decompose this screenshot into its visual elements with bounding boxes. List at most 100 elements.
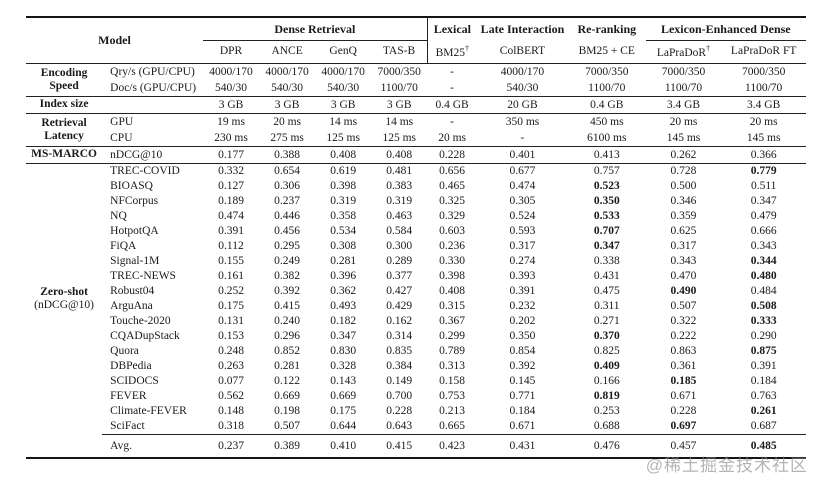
row-sublabel: CQADupStack [110,330,180,343]
value-cell: 0.344 [750,255,777,268]
row-group-label: Retrieval Latency [26,112,103,147]
value-cell: 0.222 [670,330,697,343]
value-cell: 0.300 [386,240,413,253]
table-body: Encoding Speed Qry/s (GPU/CPU) 4000/170 4000… [26,62,806,458]
value-cell: 4000/170 [315,62,372,80]
value-cell: 540/30 [506,81,539,94]
value-cell: 0.148 [218,405,244,418]
value-cell: 0.228 [386,405,413,418]
value-cell: 0.697 [670,420,697,433]
value-cell: 0.789 [439,345,466,358]
value-cell: 0.479 [750,210,777,223]
model-column-header: ANCE [259,40,316,64]
value-cell: 6100 ms [587,131,627,144]
value-cell: 0.189 [218,195,244,208]
value-cell: 0.688 [593,420,620,433]
value-cell: 7000/350 [645,62,722,80]
value-cell: 0.427 [386,285,413,298]
value-cell: 0.182 [330,315,357,328]
value-cell: 540/30 [215,81,247,94]
value-cell: 0.677 [476,162,568,179]
value-cell: 0.409 [593,360,620,373]
value-cell: 0.391 [750,360,777,373]
value-cell: 0.289 [386,255,413,268]
row-sublabel: HotpotQA [110,225,159,238]
value-cell: 20 GB [476,95,568,114]
value-cell: 0.305 [509,195,536,208]
value-cell: 0.398 [330,180,357,193]
value-cell: 0.753 [439,390,466,403]
value-cell: 0.383 [386,180,413,193]
value-cell: 0.474 [218,210,244,223]
value-cell: 0.408 [371,145,428,164]
column-group-header: Re-ranking [577,22,637,37]
table-row: Index size 3 GB 3 GB 3 GB 3 GB 0.4 GB 20 GB 0.4… [26,95,806,114]
value-cell: 0.408 [315,145,372,164]
value-cell: 0.490 [670,285,697,298]
value-cell: 0.656 [427,162,477,179]
value-cell: 450 ms [567,112,646,130]
value-cell: 0.262 [645,145,722,164]
value-cell: 0.771 [509,390,536,403]
value-cell: 0.237 [274,195,301,208]
value-cell: 0.122 [274,375,301,388]
value-cell: 540/30 [327,81,360,94]
value-cell: 0.347 [593,240,620,253]
value-cell: 0.295 [274,240,301,253]
table-row: ArguAna 0.175 0.415 0.493 0.429 0.315 0.232 0.3… [26,299,806,314]
value-cell: 14 ms [371,112,428,130]
value-cell: 0.367 [439,315,466,328]
value-cell: 0.463 [386,210,413,223]
value-cell: 4000/170 [203,62,260,80]
value-cell: 0.398 [439,270,466,283]
value-cell: 4000/170 [476,62,568,80]
value-cell: 1100/70 [745,81,783,94]
header-group-row: Model Dense Retrieval Lexical Late Interact… [26,17,806,64]
table-row: Touche-2020 0.131 0.240 0.182 0.162 0.367 0.20… [26,314,806,329]
value-cell: 0.328 [330,360,357,373]
value-cell: 0.237 [203,433,260,458]
value-cell: 0.408 [439,285,466,298]
value-cell: 3 GB [259,95,316,114]
value-cell: 0.524 [509,210,536,223]
row-sublabel: FEVER [110,390,147,403]
value-cell: 0.252 [218,285,244,298]
table-row: Quora 0.248 0.852 0.830 0.835 0.789 0.854 0.825… [26,344,806,359]
value-cell: 0.511 [750,180,777,193]
value-cell: 0.290 [750,330,777,343]
value-cell: 20 ms [721,112,806,130]
value-cell: 0.4 GB [567,95,646,114]
row-group-label: Zero-shot (nDCG@10) [26,162,103,435]
row-sublabel [102,95,203,114]
value-cell: 0.410 [315,433,372,458]
value-cell: 0.669 [330,390,357,403]
row-sublabel: Touche-2020 [110,315,171,328]
value-cell: 0.330 [439,255,466,268]
value-cell: 0.493 [330,300,357,313]
value-cell: 0.423 [427,433,477,458]
value-cell: 0.370 [593,330,620,343]
results-table: Model Dense Retrieval Lexical Late Interact… [26,16,806,459]
value-cell: 0.077 [218,375,244,388]
row-group-label: Encoding Speed [26,62,103,97]
row-sublabel: Avg. [102,433,203,458]
value-cell: 0.465 [439,180,466,193]
row-group-label: Index size [26,95,103,114]
value-cell: 0.854 [509,345,536,358]
value-cell: 540/30 [271,81,304,94]
value-cell: 0.161 [218,270,244,283]
table-row: FEVER 0.562 0.669 0.669 0.700 0.753 0.771 0.819… [26,389,806,404]
value-cell: 0.322 [670,315,697,328]
table-row: TREC-NEWS 0.161 0.382 0.396 0.377 0.398 0.393 0… [26,269,806,284]
value-cell: 0.700 [386,390,413,403]
value-cell: 0.253 [593,405,620,418]
value-cell: 0.127 [218,180,244,193]
row-sublabel: Robust04 [110,285,155,298]
value-cell: 0.388 [259,145,316,164]
value-cell: 1100/70 [380,81,418,94]
value-cell: 0.763 [750,390,777,403]
value-cell: 0.431 [476,433,568,458]
value-cell: 0.228 [427,145,477,164]
value-cell: 275 ms [270,131,304,144]
